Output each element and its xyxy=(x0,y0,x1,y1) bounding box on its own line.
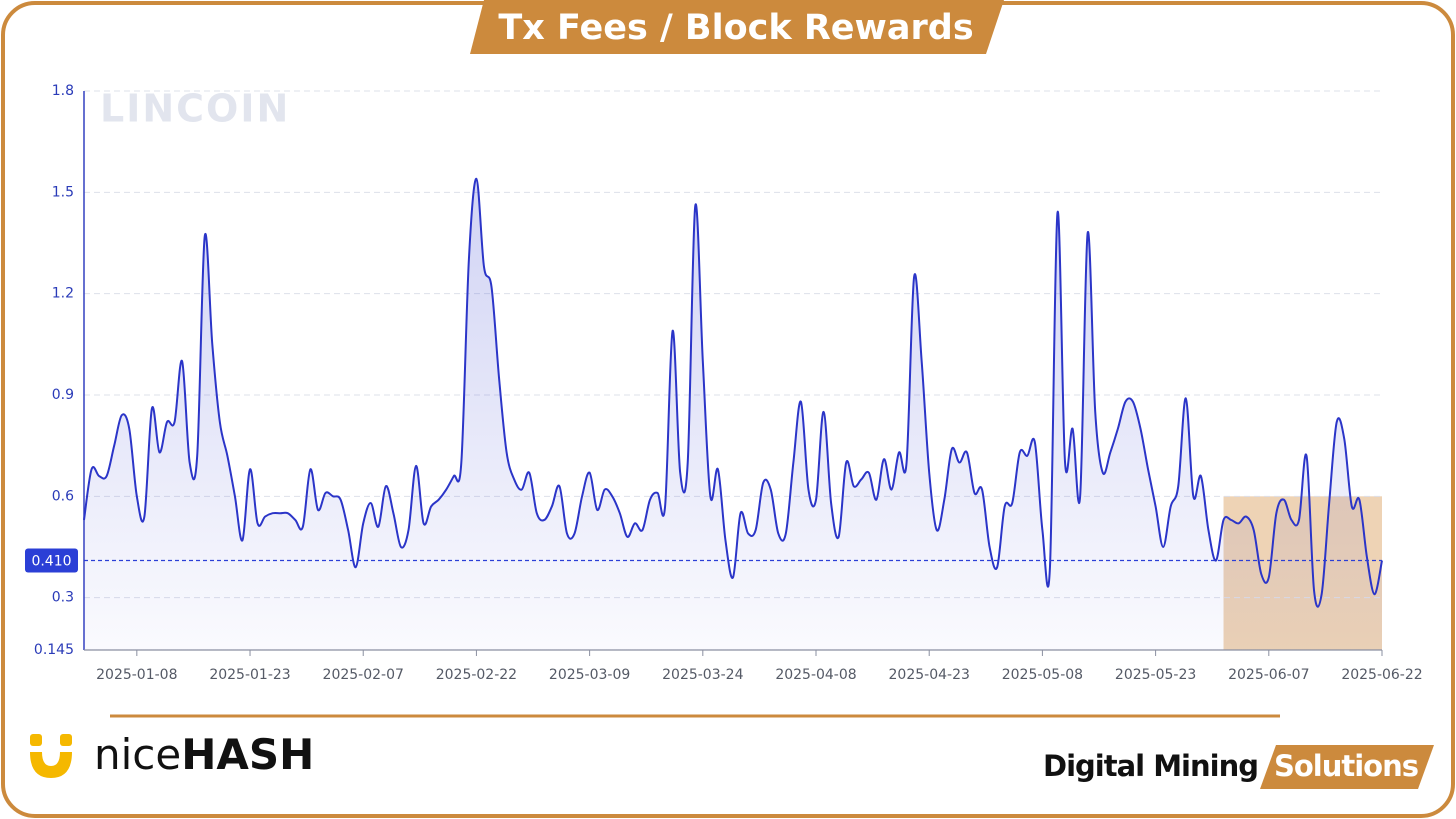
y-tick-label: 0.3 xyxy=(52,590,74,606)
title-banner xyxy=(470,0,1004,54)
logo-icon xyxy=(30,734,42,746)
logo-light: nice xyxy=(94,730,181,779)
y-tick-label: 1.8 xyxy=(52,83,74,99)
watermark: LINCOIN xyxy=(100,87,290,131)
x-tick-label: 2025-03-09 xyxy=(549,667,630,683)
y-tick-label: 1.5 xyxy=(52,184,74,200)
reference-label-box xyxy=(25,548,78,573)
line xyxy=(83,177,1383,608)
x-tick-label: 2025-04-08 xyxy=(775,667,856,683)
plot-area: 0.145 0.3 0.6 0.9 1.2 1.5 1.8 2025-01-08 2025-01… xyxy=(25,83,1423,683)
x-tick-label: 2025-06-22 xyxy=(1341,667,1422,683)
x-tick-label: 2025-01-23 xyxy=(209,667,290,683)
x-tick-label: 2025-03-24 xyxy=(662,667,743,683)
x-tick-label: 2025-04-23 xyxy=(889,667,970,683)
y-tick-label: 1.2 xyxy=(52,286,74,302)
x-tick-label: 2025-02-07 xyxy=(323,667,404,683)
logo-icon xyxy=(60,734,72,746)
logo-bold: HASH xyxy=(181,730,314,779)
y-tick-label: 0.145 xyxy=(34,642,74,658)
x-tick-label: 2025-06-07 xyxy=(1228,667,1309,683)
footer-badge xyxy=(1260,745,1434,789)
nicehash-logo: niceHASH xyxy=(30,730,314,779)
x-tick-label: 2025-02-22 xyxy=(436,667,517,683)
footer-highlight: Solutions xyxy=(1274,749,1418,783)
y-tick-label: 0.9 xyxy=(52,387,74,403)
chart-title: Tx Fees / Block Rewards xyxy=(498,8,973,48)
y-tick-label: 0.6 xyxy=(52,488,74,504)
x-tick-label: 2025-01-08 xyxy=(96,667,177,683)
logo-icon xyxy=(30,752,72,778)
x-tick-label: 2025-05-08 xyxy=(1002,667,1083,683)
footer-dark: Digital Mining xyxy=(1043,749,1258,783)
reference-label: 0.410 xyxy=(31,553,71,569)
logo-text: niceHASH xyxy=(94,730,314,779)
x-tick-label: 2025-05-23 xyxy=(1115,667,1196,683)
